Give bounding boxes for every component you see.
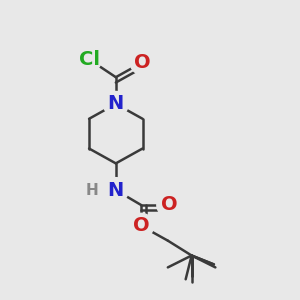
Circle shape (130, 50, 155, 75)
Circle shape (76, 47, 102, 72)
Text: O: O (134, 53, 151, 72)
Text: N: N (108, 181, 124, 200)
Circle shape (80, 178, 104, 203)
Circle shape (103, 178, 128, 203)
Circle shape (129, 213, 154, 238)
Circle shape (157, 193, 182, 217)
Text: O: O (133, 216, 149, 235)
Text: N: N (108, 94, 124, 113)
Text: Cl: Cl (79, 50, 100, 69)
Text: O: O (161, 196, 178, 214)
Circle shape (103, 92, 128, 116)
Text: H: H (86, 183, 98, 198)
